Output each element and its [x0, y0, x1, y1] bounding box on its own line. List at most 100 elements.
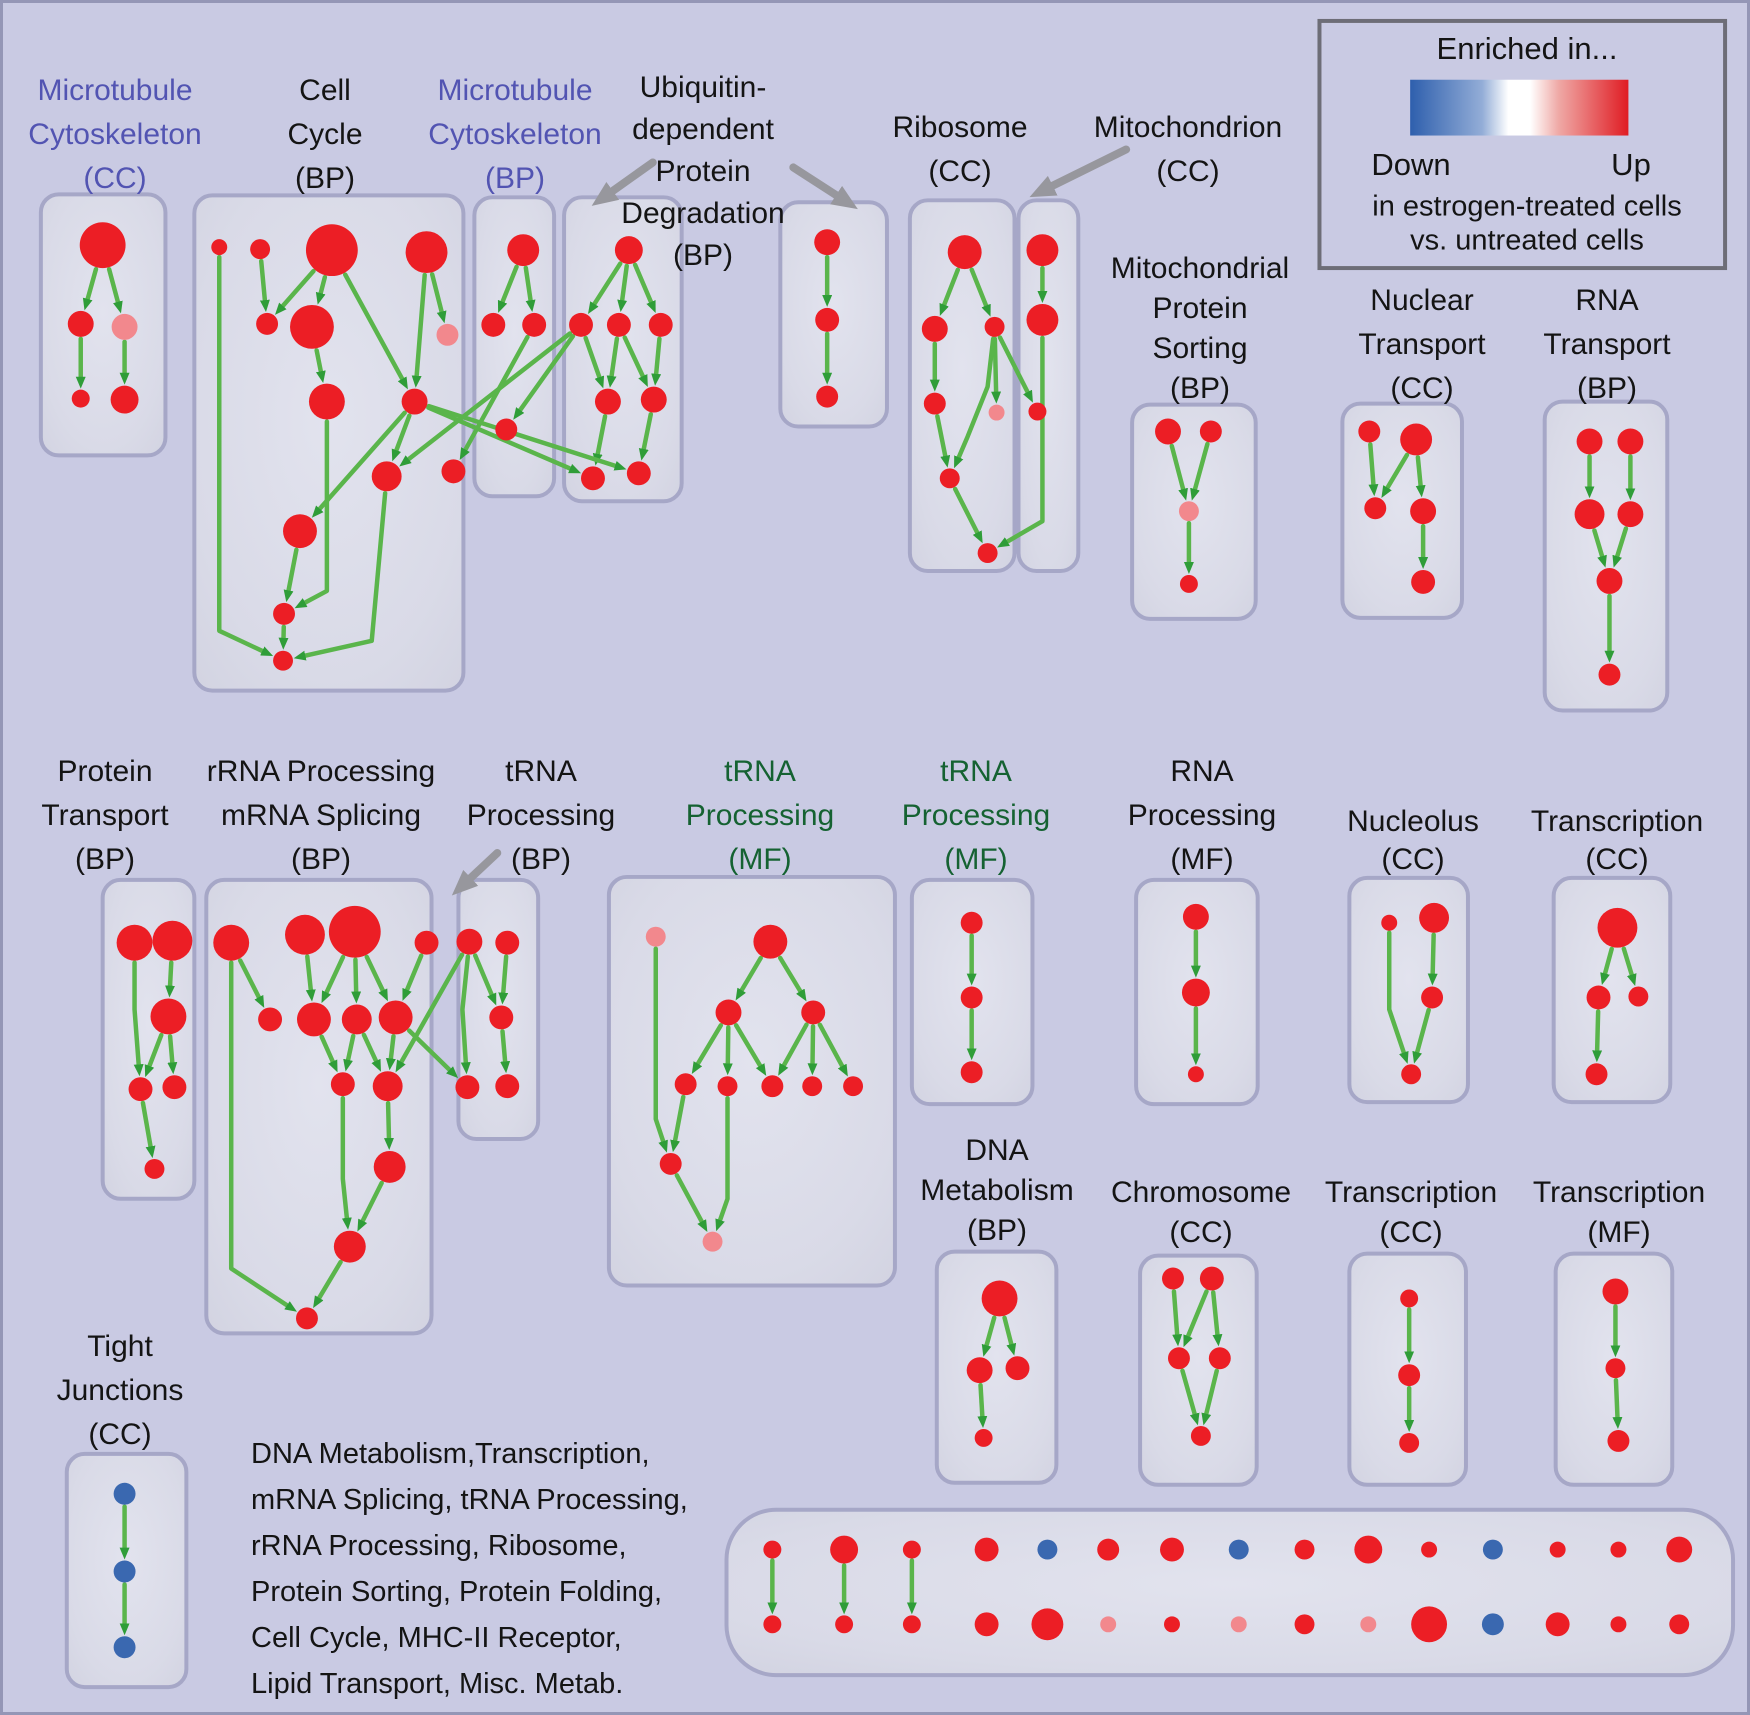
cluster-label-mito-sorting: Mitochondrial Protein Sorting (BP)	[1111, 249, 1289, 409]
edge-trna-processing-mf-1-3	[722, 1025, 733, 1076]
node-nuclear-transport-4	[1411, 570, 1436, 594]
edge-trna-processing-mf-1-0	[735, 955, 763, 1001]
node-rna-transport-3	[1617, 501, 1644, 528]
node-misc-metabolism-4	[1037, 1539, 1058, 1560]
edge-protein-transport-4	[140, 1100, 156, 1159]
edge-cell-cycle-2	[315, 274, 328, 305]
node-nuclear-transport-3	[1410, 498, 1437, 525]
node-misc-metabolism-5	[1097, 1538, 1120, 1561]
edge-trna-processing-mf-1-2	[691, 1023, 724, 1074]
cluster-misc-metabolism-box	[724, 1507, 1736, 1678]
node-misc-metabolism-28	[1610, 1616, 1627, 1633]
edge-cell-cycle-1	[274, 268, 316, 315]
network-figure	[38, 18, 1736, 1690]
misc-categories-note: DNA Metabolism,Transcription, mRNA Splici…	[251, 1431, 688, 1707]
cluster-label-line: Degradation	[621, 197, 785, 230]
note-line: Cell Cycle, MHC-II Receptor,	[251, 1622, 622, 1654]
edge-chromosome-0	[1171, 1289, 1183, 1347]
node-misc-metabolism-16	[835, 1615, 854, 1634]
edge-ubiquitin-a-2	[632, 262, 656, 313]
node-nuclear-transport-1	[1400, 423, 1433, 456]
cluster-label-chromosome: Chromosome (CC)	[1111, 1173, 1291, 1253]
node-trna-processing-bp-0	[456, 928, 483, 955]
node-microtubule-cc-2	[111, 313, 138, 340]
label-pointer-arrow-3	[451, 849, 502, 896]
node-ribosome-2	[984, 316, 1005, 337]
node-ubiquitin-a-0	[614, 236, 643, 265]
label-pointer-arrow-0	[591, 158, 657, 206]
cluster-label-line: Microtubule	[437, 74, 593, 107]
edge-cell-cycle-12	[293, 490, 388, 661]
cluster-label-rna-processing: RNA Processing (MF)	[1128, 750, 1276, 882]
edge-trna-processing-bp-2	[500, 1029, 511, 1074]
cluster-label-line: Protein	[655, 155, 751, 188]
edge-ubiquitin-a-6	[651, 336, 662, 386]
edge-dna-metabolism-2	[977, 1382, 988, 1429]
cluster-label-line: (BP)	[1576, 372, 1637, 405]
node-trna-processing-mf-2-2	[960, 1061, 983, 1084]
cluster-label-line: dependent	[632, 113, 774, 146]
cluster-label-line: (CC)	[83, 162, 147, 195]
edge-nuclear-transport-2	[1415, 455, 1426, 498]
cluster-label-microtubule-bp: Microtubule Cytoskeleton (BP)	[428, 69, 601, 201]
cluster-label-line: Transcription	[1532, 1176, 1706, 1209]
node-ubiquitin-a-3	[648, 312, 673, 337]
edge-transcription-cc-mid-1	[1621, 946, 1637, 987]
cluster-label-line: (CC)	[88, 1418, 152, 1451]
node-trna-processing-mf-1-1	[753, 924, 788, 959]
node-misc-metabolism-29	[1669, 1614, 1690, 1635]
node-misc-metabolism-17	[902, 1615, 921, 1634]
edge-dna-metabolism-1	[1002, 1315, 1017, 1356]
node-misc-metabolism-18	[974, 1612, 999, 1637]
edge-rrna-processing-1	[305, 954, 316, 1002]
node-rrna-processing-0	[213, 924, 250, 961]
cluster-label-line: DNA	[965, 1134, 1029, 1167]
node-microtubule-bp-2	[522, 312, 547, 337]
node-nucleolus-2	[1421, 986, 1444, 1009]
node-rrna-processing-5	[296, 1002, 331, 1037]
edge-rna-transport-2	[1592, 528, 1607, 568]
node-cell-cycle-12	[273, 650, 294, 671]
node-rna-processing-1	[1181, 978, 1210, 1007]
cluster-label-line: Cytoskeleton	[428, 118, 602, 151]
cluster-label-line: (CC)	[1390, 372, 1454, 405]
edge-trna-processing-mf-1-11	[715, 1095, 730, 1232]
edge-cell-cycle-8	[391, 413, 412, 462]
cluster-label-line: (BP)	[485, 162, 545, 195]
node-ribosome-1	[921, 315, 948, 342]
cluster-label-line: Protein	[1152, 292, 1248, 325]
edge-cell-cycle-10	[283, 547, 299, 603]
edge-ubiquitin-a-0	[587, 261, 623, 314]
cross-edge-5	[997, 335, 1033, 403]
edge-microtubule-cc-0	[82, 266, 99, 311]
note-line: Protein Sorting, Protein Folding,	[251, 1576, 663, 1608]
edge-trna-processing-mf-1-10	[674, 1173, 708, 1233]
node-dna-metabolism-1	[966, 1357, 993, 1384]
node-transcription-mf-1	[1605, 1358, 1626, 1379]
node-misc-metabolism-21	[1164, 1616, 1180, 1633]
node-ubiquitin-a-5	[640, 386, 667, 413]
node-chromosome-1	[1199, 1266, 1224, 1291]
node-ubiquitin-a-7	[626, 461, 651, 486]
node-rna-transport-4	[1596, 568, 1623, 594]
node-misc-metabolism-10	[1421, 1541, 1438, 1558]
cluster-label-line: (BP)	[672, 239, 733, 272]
node-ubiquitin-b-2	[816, 385, 839, 408]
node-cell-cycle-2	[305, 224, 358, 277]
node-misc-metabolism-3	[974, 1537, 999, 1562]
node-trna-processing-bp-3	[455, 1075, 480, 1100]
node-misc-metabolism-0	[763, 1540, 782, 1559]
cross-edge-2	[399, 331, 573, 467]
edge-rrna-processing-11	[357, 1180, 384, 1232]
node-transcription-cc-bottom-1	[1398, 1364, 1421, 1387]
edge-trna-processing-bp-0	[472, 953, 497, 1006]
edge-ribosome-0	[939, 267, 961, 316]
cluster-transcription-cc-mid-box	[1551, 875, 1673, 1105]
cluster-label-ubiquitin: Ubiquitin-dependent Protein Degradation (BP…	[621, 67, 784, 277]
node-rrna-processing-10	[373, 1150, 406, 1183]
cluster-label-line: (MF)	[1170, 843, 1234, 876]
edge-chromosome-1	[1183, 1289, 1209, 1348]
cluster-label-transcription-cc-mid: Transcription (CC)	[1531, 803, 1703, 879]
node-nuclear-transport-2	[1364, 497, 1387, 520]
